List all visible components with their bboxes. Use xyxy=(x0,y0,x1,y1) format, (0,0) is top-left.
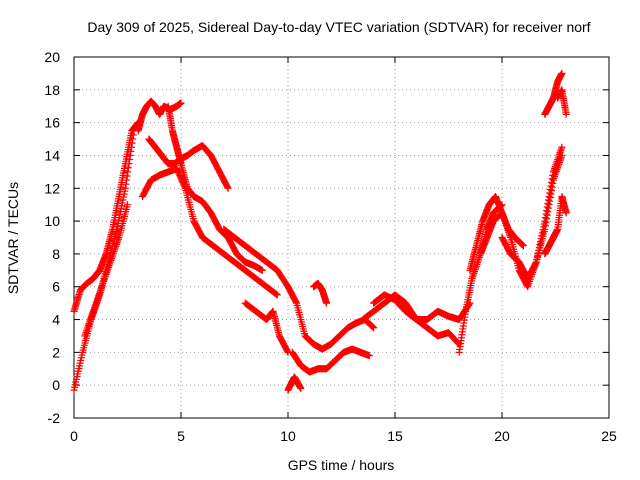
y-tick-label: 20 xyxy=(44,49,60,65)
data-point xyxy=(545,201,553,209)
data-point xyxy=(129,135,137,143)
data-point xyxy=(558,151,566,159)
y-axis: -2 0 2 4 6 8 10 12 14 16 18 20 xyxy=(44,49,609,426)
data-point xyxy=(558,69,566,77)
y-tick-label: 2 xyxy=(52,344,60,360)
data-point xyxy=(224,184,232,192)
series-arc20 xyxy=(541,69,566,118)
y-tick-label: 10 xyxy=(44,213,60,229)
data-point xyxy=(123,172,131,180)
data-point xyxy=(258,266,266,274)
data-point xyxy=(123,176,131,184)
series-arc11 xyxy=(288,345,373,376)
y-tick-label: 0 xyxy=(52,377,60,393)
series-arc1 xyxy=(70,119,142,315)
y-axis-label: SDTVAR / TECUs xyxy=(5,182,21,294)
data-point xyxy=(177,99,185,107)
data-point xyxy=(127,147,135,155)
y-tick-label: -2 xyxy=(48,410,61,426)
data-point xyxy=(297,384,305,392)
data-point xyxy=(543,215,551,223)
x-axis: 0 5 10 15 20 25 xyxy=(70,57,617,444)
data-point xyxy=(544,208,552,216)
data-point xyxy=(181,183,189,191)
y-tick-label: 14 xyxy=(44,147,60,163)
y-tick-label: 16 xyxy=(44,115,60,131)
data-points xyxy=(70,69,570,394)
data-point xyxy=(548,183,556,191)
data-point xyxy=(547,190,555,198)
plot-frame xyxy=(73,56,610,419)
y-tick-label: 18 xyxy=(44,82,60,98)
series-arc8 xyxy=(220,225,292,291)
x-axis-label: GPS time / hours xyxy=(288,457,395,473)
data-point xyxy=(541,222,549,230)
data-point xyxy=(129,131,137,139)
data-point xyxy=(370,324,378,332)
data-point xyxy=(548,187,556,195)
data-point xyxy=(557,145,565,153)
data-point xyxy=(562,110,570,118)
series-arc15 xyxy=(370,291,474,324)
grid xyxy=(74,57,609,418)
data-point xyxy=(557,147,565,155)
data-point xyxy=(128,139,136,147)
data-point xyxy=(549,180,557,188)
data-point xyxy=(562,209,570,217)
data-point xyxy=(126,156,134,164)
x-tick-label: 15 xyxy=(387,428,403,444)
series-arc7 xyxy=(138,165,281,299)
data-point xyxy=(223,183,231,191)
data-point xyxy=(273,291,281,299)
data-point xyxy=(283,347,291,355)
data-point xyxy=(543,211,551,219)
x-tick-label: 0 xyxy=(70,428,78,444)
data-point xyxy=(124,201,131,209)
series-arc22 xyxy=(554,86,570,118)
series-arc12 xyxy=(284,373,305,394)
data-point xyxy=(546,194,554,202)
x-tick-label: 10 xyxy=(280,428,296,444)
y-tick-label: 6 xyxy=(52,279,60,295)
data-point xyxy=(544,204,552,212)
data-point xyxy=(365,352,373,360)
data-point xyxy=(469,271,477,279)
data-point xyxy=(323,299,331,307)
data-point xyxy=(469,273,477,281)
data-point xyxy=(125,160,133,168)
data-point xyxy=(541,225,549,233)
x-tick-label: 25 xyxy=(601,428,617,444)
data-point xyxy=(292,298,300,306)
data-point xyxy=(532,259,540,267)
data-point xyxy=(126,151,134,159)
data-point xyxy=(542,218,550,226)
data-point xyxy=(121,184,129,192)
x-tick-label: 20 xyxy=(494,428,510,444)
y-tick-label: 8 xyxy=(52,246,60,262)
data-point xyxy=(122,180,130,188)
data-point xyxy=(519,242,527,250)
data-point xyxy=(98,283,106,291)
data-point xyxy=(124,168,132,176)
series-arc21 xyxy=(541,192,570,258)
series-arc3 xyxy=(81,201,131,340)
series-arc19 xyxy=(498,151,566,283)
data-point xyxy=(127,143,135,151)
series-arc13 xyxy=(310,279,331,307)
series-arc4 xyxy=(134,97,185,135)
data-point xyxy=(124,164,132,172)
y-tick-label: 12 xyxy=(44,180,60,196)
series-arc9 xyxy=(241,299,292,356)
y-tick-label: 4 xyxy=(52,312,60,328)
data-point xyxy=(558,143,566,151)
chart-title: Day 309 of 2025, Sidereal Day-to-day VTE… xyxy=(87,19,590,35)
x-tick-label: 5 xyxy=(177,428,185,444)
data-point xyxy=(546,197,554,205)
